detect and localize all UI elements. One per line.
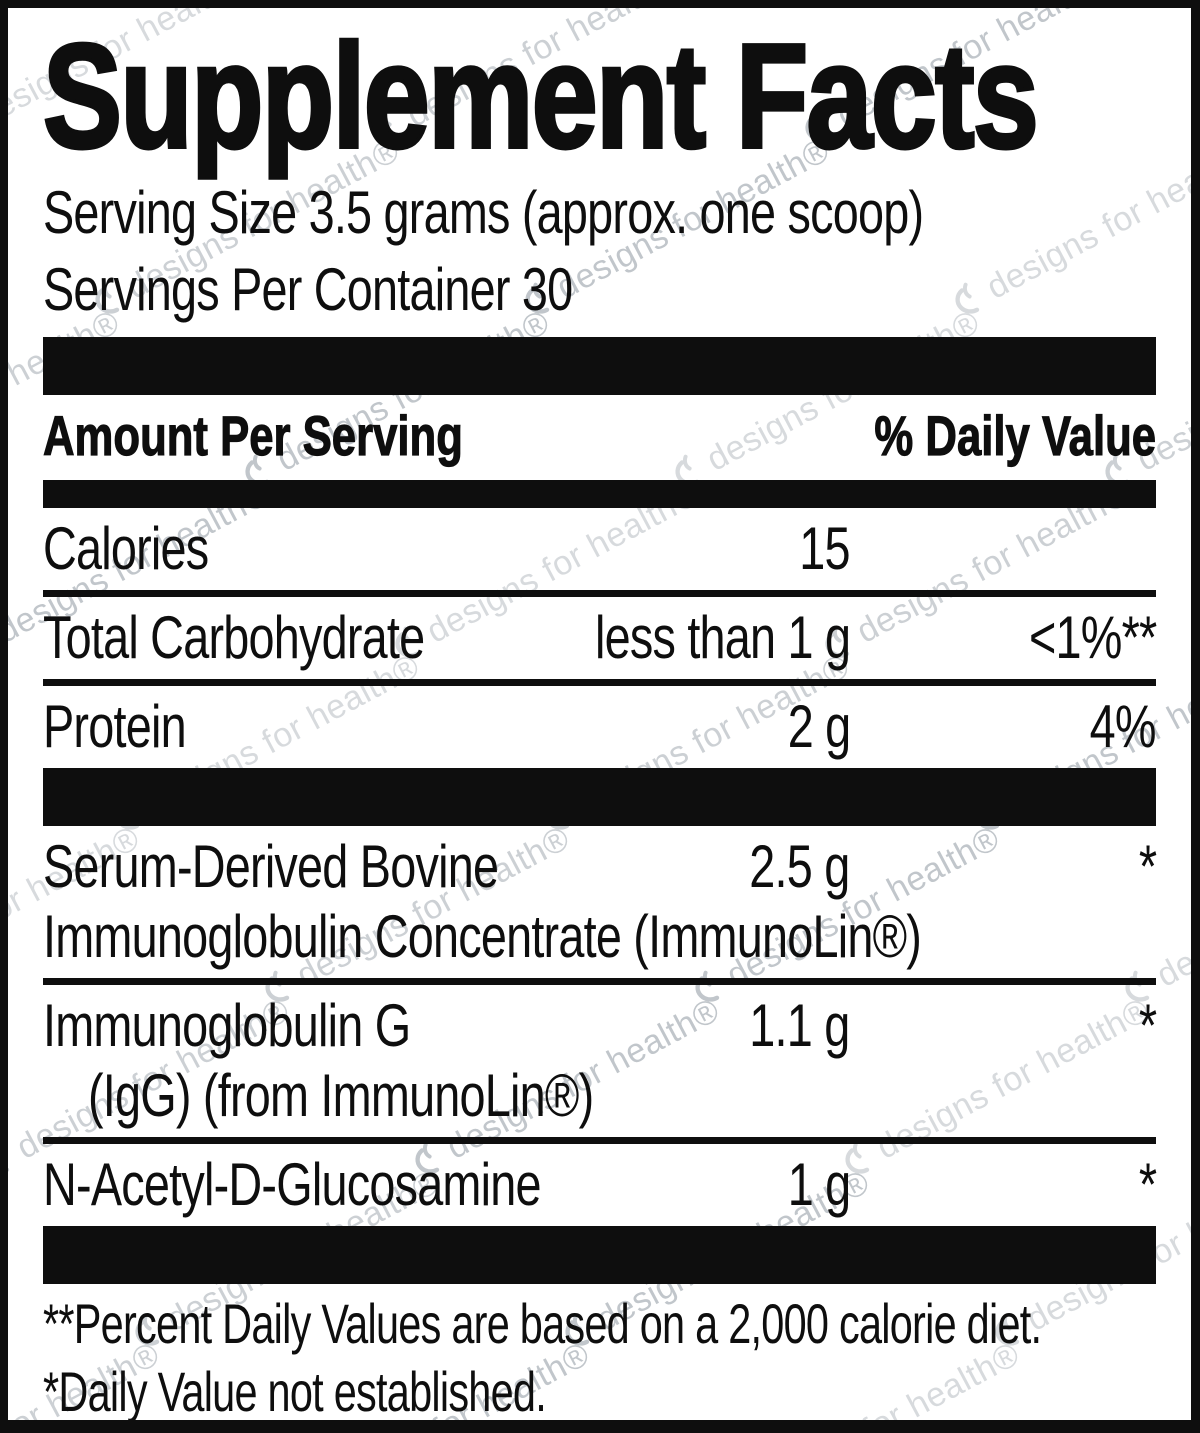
divider-bar-header: [43, 479, 1156, 508]
row-line-2: (IgG) (from ImmunoLin®): [43, 1061, 1156, 1129]
footnote-text: *Daily Value not established.: [43, 1359, 547, 1423]
row-daily-value: *: [1138, 1150, 1157, 1218]
percent-daily-value-header: % Daily Value: [874, 404, 1157, 468]
nutrient-rows: Calories 15 Total Carbohydrate less than…: [43, 508, 1157, 1284]
divider-bar-top: [43, 337, 1156, 396]
row-amount: 15: [799, 514, 850, 582]
table-row: N-Acetyl-D-Glucosamine 1 g *: [43, 1144, 1157, 1226]
row-line-1: Total Carbohydrate less than 1 g <1%**: [43, 603, 1157, 671]
table-row: Serum-Derived Bovine 2.5 g * Immunoglobu…: [43, 826, 1157, 978]
footnote-text: **Percent Daily Values are based on a 2,…: [43, 1291, 1042, 1355]
amount-per-serving-header: Amount Per Serving: [43, 404, 464, 468]
row-daily-value: *: [1138, 832, 1157, 900]
row-line-2: Immunoglobulin Concentrate (ImmunoLin®): [43, 902, 1156, 970]
row-name: Total Carbohydrate: [43, 603, 425, 671]
row-amount: 2.5 g: [749, 832, 851, 900]
row-name-continued: Immunoglobulin Concentrate (ImmunoLin®): [43, 902, 922, 970]
row-line-1: Serum-Derived Bovine 2.5 g *: [43, 832, 1157, 900]
divider-line: [43, 678, 1156, 686]
row-line-1: Protein 2 g 4%: [43, 692, 1157, 760]
row-line-1: N-Acetyl-D-Glucosamine 1 g *: [43, 1150, 1157, 1218]
divider-line: [43, 1136, 1156, 1144]
divider-line: [43, 589, 1156, 597]
serving-size: Serving Size 3.5 grams (approx. one scoo…: [43, 179, 924, 247]
divider-bar: [43, 767, 1156, 826]
row-line-1: Calories 15: [43, 514, 1156, 582]
row-daily-value: 4%: [1089, 692, 1157, 760]
footnotes: **Percent Daily Values are based on a 2,…: [43, 1292, 1156, 1423]
dfh-leaf-logo-icon: [0, 620, 3, 674]
divider-line: [43, 977, 1156, 985]
row-name: Calories: [43, 514, 209, 582]
row-daily-value: *: [1138, 991, 1157, 1059]
row-name: Protein: [43, 692, 187, 760]
divider-bar: [43, 1225, 1156, 1284]
table-row: Immunoglobulin G 1.1 g * (IgG) (from Imm…: [43, 985, 1157, 1137]
label-content: Supplement Facts Serving Size 3.5 grams …: [8, 14, 1191, 1423]
footnote: *Daily Value not established.: [43, 1359, 1156, 1423]
row-name: N-Acetyl-D-Glucosamine: [43, 1150, 542, 1218]
row-daily-value: <1%**: [1028, 603, 1156, 671]
table-row: Calories 15: [43, 508, 1156, 590]
table-row: Total Carbohydrate less than 1 g <1%**: [43, 597, 1157, 679]
row-amount: less than 1 g: [594, 603, 851, 671]
table-header-row: Amount Per Serving % Daily Value: [43, 395, 1157, 480]
row-name: Immunoglobulin G: [43, 991, 411, 1059]
row-name: Serum-Derived Bovine: [43, 832, 499, 900]
page-title: Supplement Facts: [41, 14, 1040, 179]
row-amount: 1.1 g: [749, 991, 851, 1059]
row-line-1: Immunoglobulin G 1.1 g *: [43, 991, 1157, 1059]
row-name-continued: (IgG) (from ImmunoLin®): [88, 1061, 594, 1129]
table-row: Protein 2 g 4%: [43, 686, 1157, 768]
row-amount: 1 g: [787, 1150, 851, 1218]
footnote: **Percent Daily Values are based on a 2,…: [43, 1292, 1156, 1356]
servings-per-container: Servings Per Container 30: [43, 256, 573, 324]
row-amount: 2 g: [787, 692, 851, 760]
